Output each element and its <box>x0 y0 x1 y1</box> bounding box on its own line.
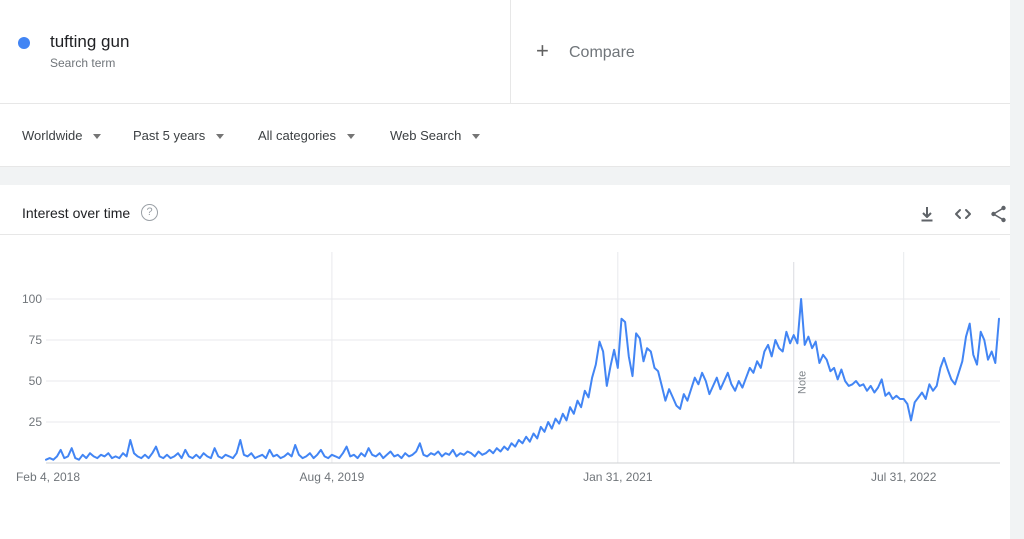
filter-region-dropdown[interactable]: Worldwide <box>22 104 102 166</box>
compare-label: Compare <box>569 44 635 61</box>
chevron-down-icon <box>216 133 225 139</box>
search-terms-header: tufting gun Search term + Compare <box>0 0 1010 104</box>
trend-series-line <box>45 298 1000 461</box>
search-term-card[interactable]: tufting gun Search term <box>0 0 510 103</box>
x-tick-label: Jul 31, 2022 <box>871 470 937 484</box>
y-tick-label: 75 <box>29 333 43 347</box>
filter-timerange-dropdown[interactable]: Past 5 years <box>133 104 225 166</box>
trend-chart[interactable]: 25 50 75 100 Feb 4, 2018 Aug 4, 2019 Jan 31, 2… <box>0 234 1010 539</box>
section-gap <box>0 167 1024 185</box>
y-tick-label: 25 <box>29 415 43 429</box>
y-tick-label: 100 <box>22 292 42 306</box>
chevron-down-icon <box>347 133 356 139</box>
x-tick-label: Jan 31, 2021 <box>583 470 653 484</box>
chevron-down-icon <box>93 133 102 139</box>
filter-searchtype-label: Web Search <box>390 127 462 143</box>
series-color-dot-icon <box>18 37 30 49</box>
filter-category-dropdown[interactable]: All categories <box>258 104 356 166</box>
filter-region-label: Worldwide <box>22 127 83 143</box>
filter-timerange-label: Past 5 years <box>133 127 206 143</box>
x-tick-label: Feb 4, 2018 <box>16 470 80 484</box>
search-term-subtitle: Search term <box>50 56 116 70</box>
y-tick-label: 50 <box>29 374 43 388</box>
filter-searchtype-dropdown[interactable]: Web Search <box>390 104 481 166</box>
filter-bar: Worldwide Past 5 years All categories We… <box>0 104 1010 167</box>
chevron-down-icon <box>472 133 481 139</box>
interest-over-time-card: Interest over time ? 25 50 75 100 Feb 4, <box>0 185 1010 539</box>
card-titlebar: Interest over time ? <box>0 185 1010 235</box>
help-icon[interactable]: ? <box>141 204 158 221</box>
compare-button[interactable]: + Compare <box>511 0 1010 103</box>
share-icon[interactable] <box>988 203 1010 225</box>
card-title: Interest over time <box>22 205 131 221</box>
header-divider <box>510 0 511 103</box>
plus-icon: + <box>536 38 549 63</box>
embed-icon[interactable] <box>952 203 974 225</box>
download-icon[interactable] <box>916 203 938 225</box>
page-gutter <box>1010 0 1024 539</box>
search-term-title: tufting gun <box>50 32 130 51</box>
x-tick-label: Aug 4, 2019 <box>300 470 365 484</box>
note-marker-label: Note <box>797 371 809 394</box>
filter-category-label: All categories <box>258 127 337 143</box>
